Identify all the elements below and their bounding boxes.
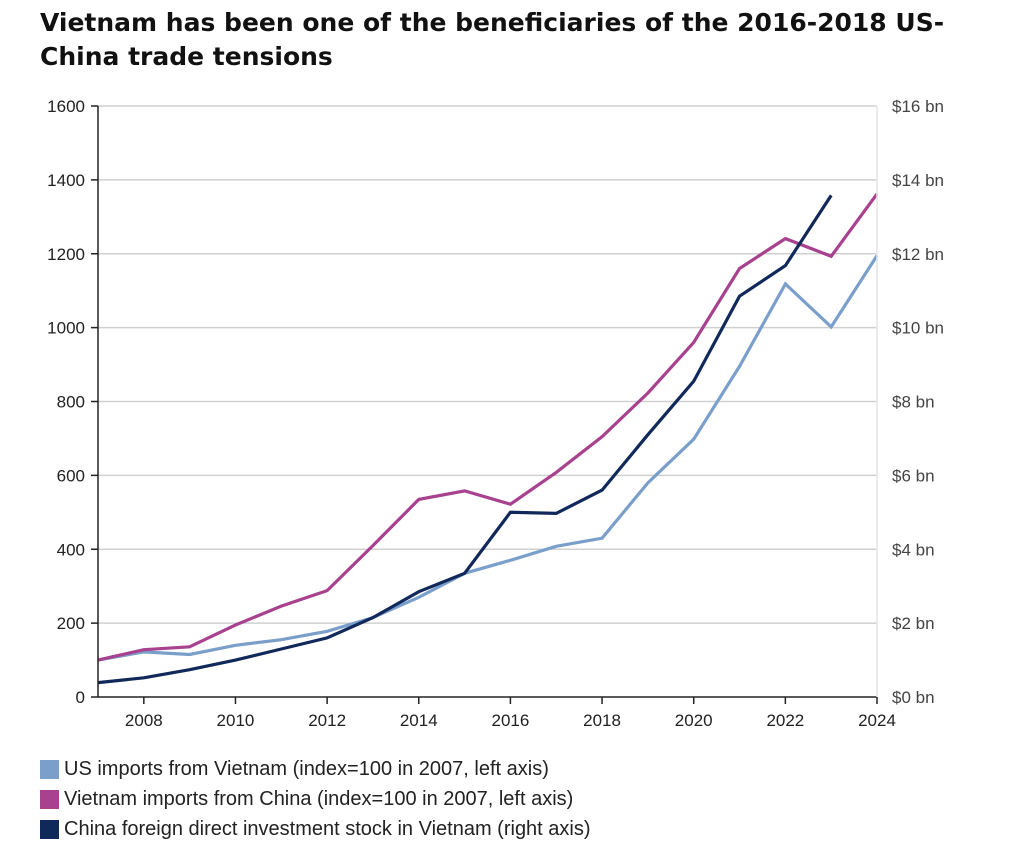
legend: US imports from Vietnam (index=100 in 20… bbox=[40, 754, 591, 844]
legend-swatch bbox=[40, 819, 59, 839]
y-right-tick-label: $0 bn bbox=[892, 688, 935, 707]
y-left-tick-label: 1400 bbox=[47, 171, 85, 190]
chart-title: Vietnam has been one of the beneficiarie… bbox=[40, 8, 945, 71]
x-tick-label: 2012 bbox=[308, 711, 346, 730]
x-tick-label: 2024 bbox=[858, 711, 896, 730]
y-left-tick-label: 0 bbox=[76, 688, 85, 707]
series-line-2 bbox=[97, 192, 879, 662]
x-tick-label: 2016 bbox=[491, 711, 529, 730]
line-chart: 0 200 400 600 800 1000 1200 1400 1600 $0 bn $2 bn $… bbox=[47, 97, 944, 730]
legend-swatch bbox=[40, 789, 59, 809]
y-left-tick-label: 400 bbox=[57, 540, 85, 559]
x-tick-label: 2010 bbox=[217, 711, 255, 730]
legend-item: US imports from Vietnam (index=100 in 20… bbox=[40, 754, 591, 784]
y-left-tick-label: 1000 bbox=[47, 319, 85, 338]
series-line-3 bbox=[97, 194, 833, 685]
legend-label: Vietnam imports from China (index=100 in… bbox=[64, 787, 574, 810]
y-right-tick-label: $16 bn bbox=[892, 97, 944, 116]
series-lines bbox=[97, 192, 879, 685]
y-right-tick-label: $10 bn bbox=[892, 319, 944, 338]
tick-labels: 0 200 400 600 800 1000 1200 1400 1600 $0 bn $2 bn $… bbox=[47, 97, 944, 730]
legend-label: China foreign direct investment stock in… bbox=[64, 817, 591, 840]
y-right-tick-label: $12 bn bbox=[892, 245, 944, 264]
legend-label: US imports from Vietnam (index=100 in 20… bbox=[64, 757, 549, 780]
y-left-tick-label: 1600 bbox=[47, 97, 85, 116]
x-tick-label: 2014 bbox=[400, 711, 438, 730]
gridlines bbox=[98, 105, 877, 624]
axes bbox=[91, 105, 878, 704]
y-right-tick-label: $2 bn bbox=[892, 614, 935, 633]
y-right-tick-label: $14 bn bbox=[892, 171, 944, 190]
series-line-1 bbox=[97, 254, 879, 662]
y-left-tick-label: 200 bbox=[57, 614, 85, 633]
legend-swatch bbox=[40, 759, 59, 779]
x-tick-label: 2008 bbox=[125, 711, 163, 730]
x-tick-label: 2018 bbox=[583, 711, 621, 730]
y-left-tick-label: 1200 bbox=[47, 245, 85, 264]
y-left-tick-label: 600 bbox=[57, 466, 85, 485]
legend-item: Vietnam imports from China (index=100 in… bbox=[40, 784, 591, 814]
y-right-tick-label: $4 bn bbox=[892, 540, 935, 559]
legend-item: China foreign direct investment stock in… bbox=[40, 814, 591, 844]
y-right-tick-label: $6 bn bbox=[892, 466, 935, 485]
y-right-tick-label: $8 bn bbox=[892, 393, 935, 412]
x-tick-label: 2020 bbox=[675, 711, 713, 730]
y-left-tick-label: 800 bbox=[57, 393, 85, 412]
x-tick-label: 2022 bbox=[766, 711, 804, 730]
